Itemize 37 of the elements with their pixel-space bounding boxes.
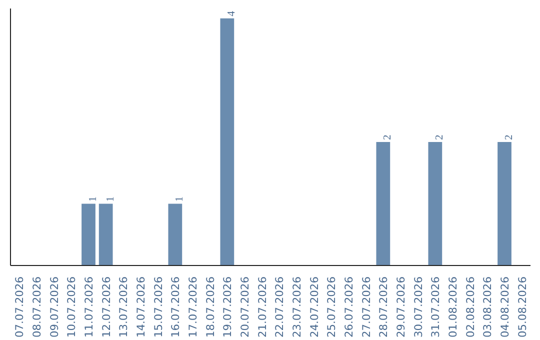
x-tick-label: 28.07.2026 [377,276,390,338]
x-tick-label: 16.07.2026 [169,276,182,338]
x-tick-label: 24.07.2026 [308,276,321,338]
x-tick-label: 04.08.2026 [498,276,512,338]
x-tick-label: 15.07.2026 [152,276,165,338]
x-tick-label: 01.08.2026 [446,276,460,338]
x-tick-label: 23.07.2026 [290,276,304,338]
x-tick-label: 25.07.2026 [325,276,338,338]
x-tick-label: 17.07.2026 [186,276,200,338]
x-tick-label: 20.07.2026 [238,276,252,338]
x-tick-label: 27.07.2026 [360,276,373,338]
x-tick-label: 02.08.2026 [464,276,477,338]
x-tick-label: 07.07.2026 [13,276,26,338]
x-tick-label: 10.07.2026 [65,276,78,338]
x-tick-label: 26.07.2026 [342,276,356,338]
data-label: 2 [434,134,446,140]
x-tick-label: 18.07.2026 [204,276,217,338]
x-tick-label: 22.07.2026 [273,276,286,338]
x-tick-label: 14.07.2026 [134,276,148,338]
x-tick-label: 08.07.2026 [30,276,44,338]
x-tick-label: 29.07.2026 [394,276,408,338]
data-label: 2 [504,134,515,140]
x-tick-label: 12.07.2026 [100,276,113,338]
x-tick-label: 21.07.2026 [256,276,269,338]
x-tick-label: 11.07.2026 [82,276,96,338]
data-label: 4 [226,10,238,16]
data-label: 2 [382,134,394,140]
data-label: 1 [174,196,186,202]
x-tick-label: 30.07.2026 [412,276,425,338]
x-tick-label: 31.07.2026 [429,276,442,338]
x-tick-label: 03.08.2026 [481,276,494,338]
x-tick-label: 13.07.2026 [117,276,130,338]
data-label: 1 [105,196,116,202]
x-tick-label: 05.08.2026 [516,276,529,338]
data-label: 1 [88,196,99,202]
x-tick-label: 19.07.2026 [221,276,234,338]
x-tick-label: 09.07.2026 [48,276,61,338]
